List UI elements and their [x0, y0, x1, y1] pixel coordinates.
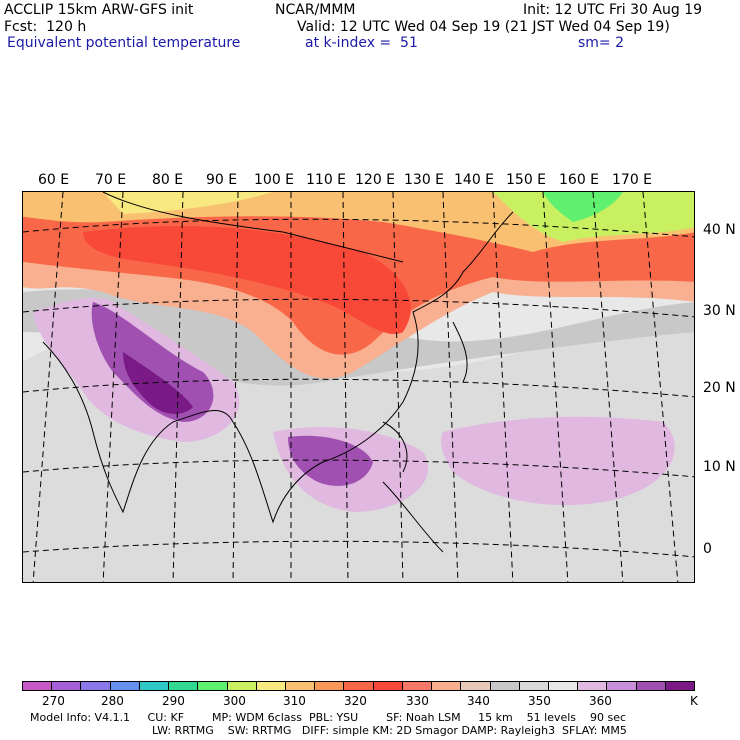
- legend-color-swatch: [607, 682, 637, 690]
- legend-color-swatch: [461, 682, 491, 690]
- legend-color-swatch: [344, 682, 374, 690]
- legend-color-swatch: [227, 682, 257, 690]
- lat-label-40n: 40 N: [703, 222, 736, 238]
- legend-tick-270: 270: [42, 694, 65, 708]
- level-label: at k-index = 51: [305, 35, 418, 51]
- lon-label-70e: 70 E: [95, 172, 127, 188]
- legend-color-swatch: [169, 682, 199, 690]
- legend-tick-340: 340: [467, 694, 490, 708]
- lat-label-30n: 30 N: [703, 303, 736, 319]
- legend-color-swatch: [139, 682, 170, 690]
- lon-label-160e: 160 E: [559, 172, 600, 188]
- legend-color-swatch: [490, 682, 520, 690]
- model-title: ACCLIP 15km ARW-GFS init: [4, 2, 194, 18]
- model-info-line1: Model Info: V4.1.1 CU: KF MP: WDM 6class…: [30, 711, 627, 724]
- color-legend: [22, 681, 695, 691]
- legend-color-swatch: [519, 682, 549, 690]
- lat-label-20n: 20 N: [703, 380, 736, 396]
- legend-color-swatch: [256, 682, 286, 690]
- lon-label-170e: 170 E: [612, 172, 653, 188]
- legend-color-swatch: [52, 682, 82, 690]
- model-info-line2: LW: RRTMG SW: RRTMG DIFF: simple KM: 2D …: [152, 724, 627, 737]
- legend-tick-330: 330: [406, 694, 429, 708]
- lon-label-140e: 140 E: [454, 172, 495, 188]
- valid-time: Valid: 12 UTC Wed 04 Sep 19 (21 JST Wed …: [297, 19, 670, 35]
- legend-color-swatch: [373, 682, 403, 690]
- init-time: Init: 12 UTC Fri 30 Aug 19: [523, 2, 703, 18]
- lon-label-80e: 80 E: [152, 172, 184, 188]
- legend-color-swatch: [548, 682, 579, 690]
- lon-label-150e: 150 E: [506, 172, 547, 188]
- legend-color-swatch: [665, 682, 695, 690]
- lon-label-100e: 100 E: [254, 172, 295, 188]
- lon-label-60e: 60 E: [38, 172, 70, 188]
- forecast-hour: Fcst: 120 h: [4, 19, 87, 35]
- legend-color-swatch: [402, 682, 433, 690]
- lat-label-10n: 10 N: [703, 459, 736, 475]
- lat-label-0: 0: [703, 541, 712, 557]
- legend-color-swatch: [198, 682, 228, 690]
- theta-e-field-map: [23, 192, 694, 582]
- lon-label-90e: 90 E: [206, 172, 238, 188]
- legend-color-swatch: [81, 682, 111, 690]
- legend-color-swatch: [315, 682, 345, 690]
- legend-tick-300: 300: [223, 694, 246, 708]
- legend-color-swatch: [432, 682, 462, 690]
- center-label: NCAR/MMM: [275, 2, 356, 18]
- smoothing-label: sm= 2: [578, 35, 625, 51]
- legend-tick-360: 360: [589, 694, 612, 708]
- legend-unit: K: [690, 694, 698, 708]
- legend-tick-290: 290: [162, 694, 185, 708]
- legend-color-swatch: [23, 682, 53, 690]
- map-panel: [22, 191, 695, 583]
- legend-tick-350: 350: [528, 694, 551, 708]
- lon-label-130e: 130 E: [404, 172, 445, 188]
- lon-label-110e: 110 E: [306, 172, 347, 188]
- legend-color-swatch: [110, 682, 140, 690]
- legend-tick-280: 280: [101, 694, 124, 708]
- legend-color-swatch: [578, 682, 608, 690]
- legend-tick-320: 320: [344, 694, 367, 708]
- legend-color-swatch: [285, 682, 316, 690]
- legend-color-swatch: [636, 682, 666, 690]
- field-name: Equivalent potential temperature: [7, 35, 241, 51]
- lon-label-120e: 120 E: [355, 172, 396, 188]
- legend-tick-310: 310: [283, 694, 306, 708]
